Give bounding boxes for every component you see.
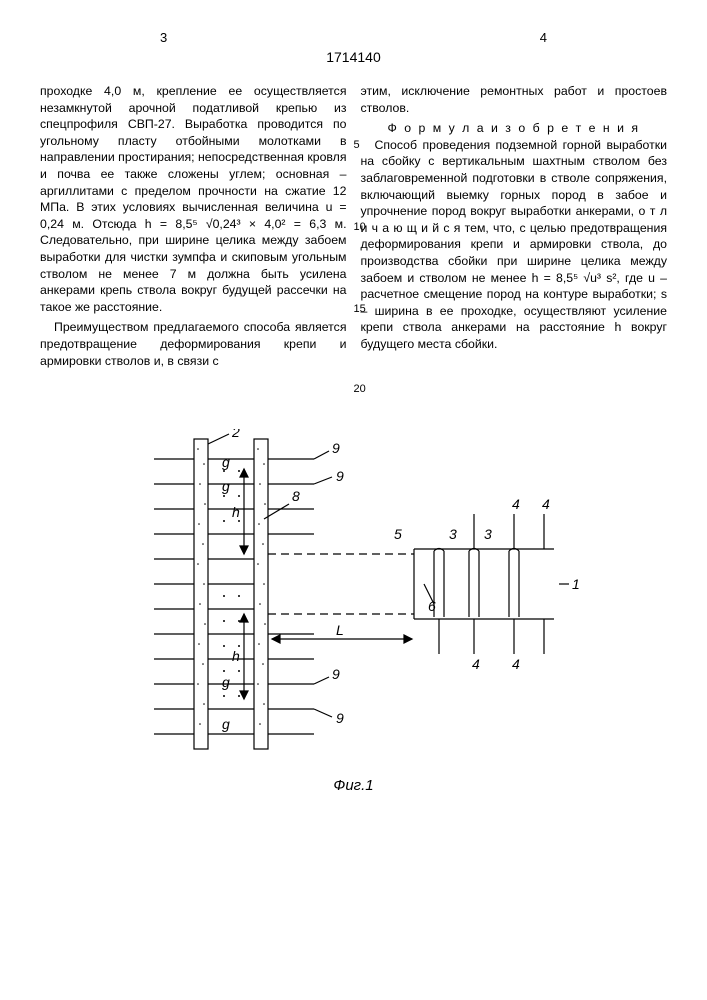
patent-number: 1714140 [40,49,667,65]
figure-caption: Фиг.1 [40,777,667,794]
column-right: этим, исключение ремонтных работ и прост… [361,83,668,369]
fig-dim-h2: h [232,648,240,664]
fig-dim-g4: g [222,716,230,732]
figure-1: 2 9 9 8 g g h h g g 9 9 L 5 3 3 4 4 4 4 [40,429,667,794]
fig-label-4a: 4 [512,496,520,512]
fig-label-9a: 9 [332,440,340,456]
page-number-left: 3 [160,30,167,45]
fig-dim-h1: h [232,504,240,520]
line-marker-10: 10 [354,221,366,233]
fig-label-2: 2 [231,429,240,440]
line-marker-5: 5 [354,139,360,151]
fig-dim-g1: g [222,454,230,470]
line-marker-15: 15 [354,303,366,315]
fig-label-9c: 9 [332,666,340,682]
column-left: проходке 4,0 м, крепление ее осуществляе… [40,83,347,369]
fig-dim-g2: g [222,478,230,494]
fig-label-3b: 3 [484,526,492,542]
fig-label-4b: 4 [542,496,550,512]
fig-label-5: 5 [394,526,402,542]
line-marker-20: 20 [354,383,366,395]
page: 3 4 1714140 проходке 4,0 м, крепление ее… [0,0,707,1000]
fig-dim-L: L [336,622,344,638]
fig-label-4d: 4 [512,656,520,672]
fig-dim-g3: g [222,674,230,690]
left-para-2: Преимуществом предлагаемого способа явля… [40,319,347,369]
left-para-1: проходке 4,0 м, крепление ее осуществляе… [40,84,347,314]
figure-svg: 2 9 9 8 g g h h g g 9 9 L 5 3 3 4 4 4 4 [114,429,594,769]
fig-label-3a: 3 [449,526,457,542]
right-para-2: Способ проведения подземной горной выраб… [361,137,668,353]
right-para-1: этим, исключение ремонтных работ и прост… [361,84,668,115]
fig-label-1: 1 [572,576,580,592]
formula-title: Ф о р м у л а и з о б р е т е н и я [361,120,668,137]
fig-label-6: 6 [428,598,436,614]
page-number-right: 4 [540,30,547,45]
fig-label-4c: 4 [472,656,480,672]
page-numbers-row: 3 4 [40,30,667,45]
fig-label-8: 8 [292,488,300,504]
fig-label-9b: 9 [336,468,344,484]
fig-label-9d: 9 [336,710,344,726]
